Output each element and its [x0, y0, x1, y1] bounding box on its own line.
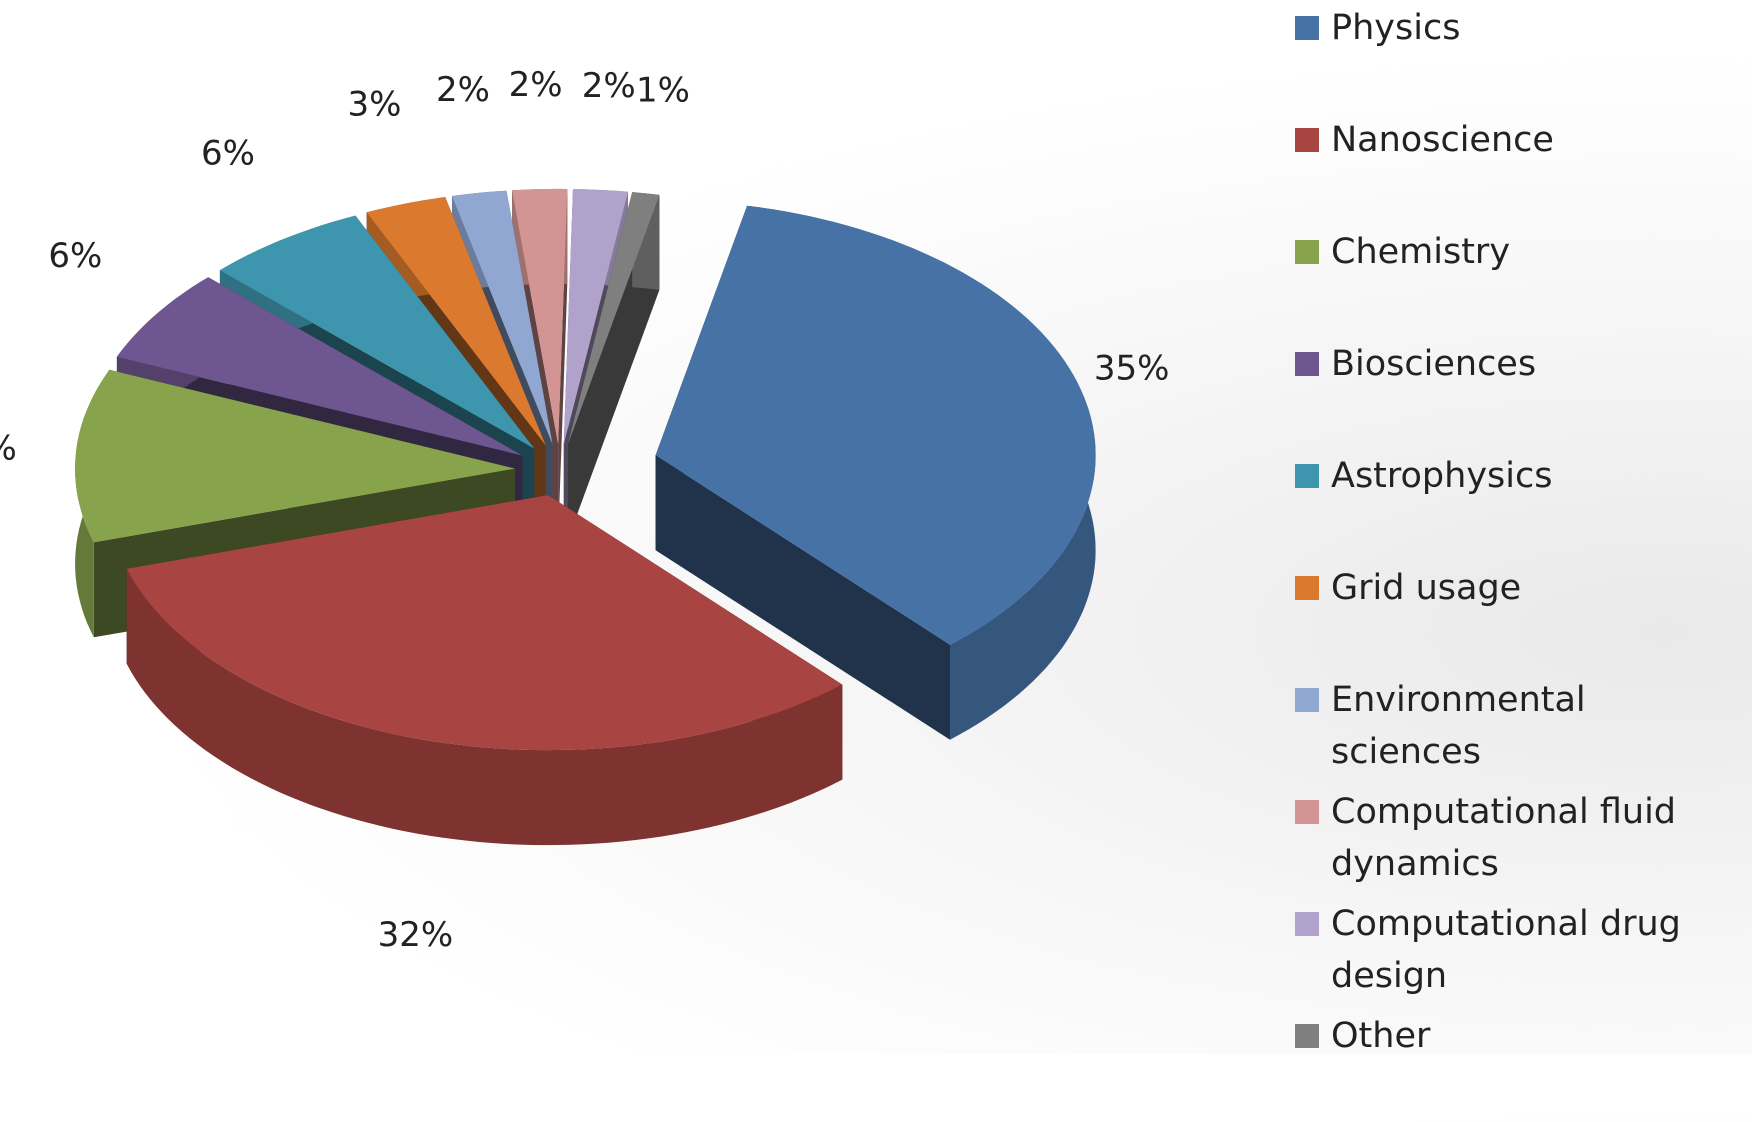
legend-swatch: [1295, 912, 1319, 936]
slice-top: [219, 215, 535, 449]
legend-label: Chemistry: [1331, 232, 1511, 272]
data-label: 32%: [378, 915, 454, 955]
legend-swatch: [1295, 352, 1319, 376]
legend-label: Astrophysics: [1331, 456, 1553, 496]
slice-top: [75, 369, 516, 543]
legend-label: Computational fluid dynamics: [1331, 792, 1677, 884]
legend-item: Astrophysics: [1295, 450, 1745, 562]
slice-wall: [126, 568, 843, 846]
slice-top: [366, 197, 546, 446]
slice-top: [563, 189, 628, 444]
data-label: 35%: [1094, 349, 1170, 389]
legend-item: Other: [1295, 1010, 1745, 1122]
slice-top: [126, 495, 843, 751]
chart: 35%32%11%6%6%3%2%2%2%1%: [0, 65, 1170, 955]
legend-label: Grid usage: [1331, 568, 1522, 608]
legend-label: Other: [1331, 1016, 1431, 1056]
data-label: 3%: [347, 85, 401, 125]
legend-swatch: [1295, 128, 1319, 152]
legend-label: Environmental sciences: [1331, 680, 1586, 772]
slice: [568, 192, 660, 540]
page: {"chart_data": {"type": "pie", "categori…: [0, 0, 1752, 1056]
legend-item: Computational fluid dynamics: [1295, 786, 1745, 898]
data-label: 6%: [201, 133, 255, 173]
slice-side: [655, 455, 950, 740]
legend-item: Chemistry: [1295, 226, 1745, 338]
legend-item: Grid usage: [1295, 562, 1745, 674]
legend-swatch: [1295, 688, 1319, 712]
legend-item: Biosciences: [1295, 338, 1745, 450]
data-label: 2%: [436, 70, 490, 110]
legend: Physics Nanoscience Chemistry Biosciences As…: [1295, 2, 1745, 1122]
data-label: 1%: [636, 71, 690, 111]
legend-label: Nanoscience: [1331, 120, 1554, 160]
legend-item: Computational drug design: [1295, 898, 1745, 1010]
legend-item: Nanoscience: [1295, 114, 1745, 226]
slice-top: [568, 192, 660, 445]
legend-swatch: [1295, 240, 1319, 264]
slice-top: [452, 190, 553, 445]
slice-top: [512, 188, 568, 444]
legend-swatch: [1295, 16, 1319, 40]
legend-swatch: [1295, 464, 1319, 488]
legend-swatch: [1295, 1024, 1319, 1048]
legend-label: Physics: [1331, 8, 1461, 48]
data-label: 2%: [509, 65, 563, 105]
slice: [655, 205, 1096, 740]
data-label: 2%: [582, 66, 636, 106]
legend-label: Biosciences: [1331, 344, 1537, 384]
data-label: 6%: [48, 236, 102, 276]
slice-top: [116, 277, 523, 456]
slice: [126, 495, 843, 846]
legend-item: Physics: [1295, 2, 1745, 114]
legend-swatch: [1295, 576, 1319, 600]
legend-swatch: [1295, 800, 1319, 824]
data-label: 11%: [0, 428, 17, 468]
legend-item: Environmental sciences: [1295, 674, 1745, 786]
legend-label: Computational drug design: [1331, 904, 1681, 996]
slice-top: [655, 205, 1096, 645]
